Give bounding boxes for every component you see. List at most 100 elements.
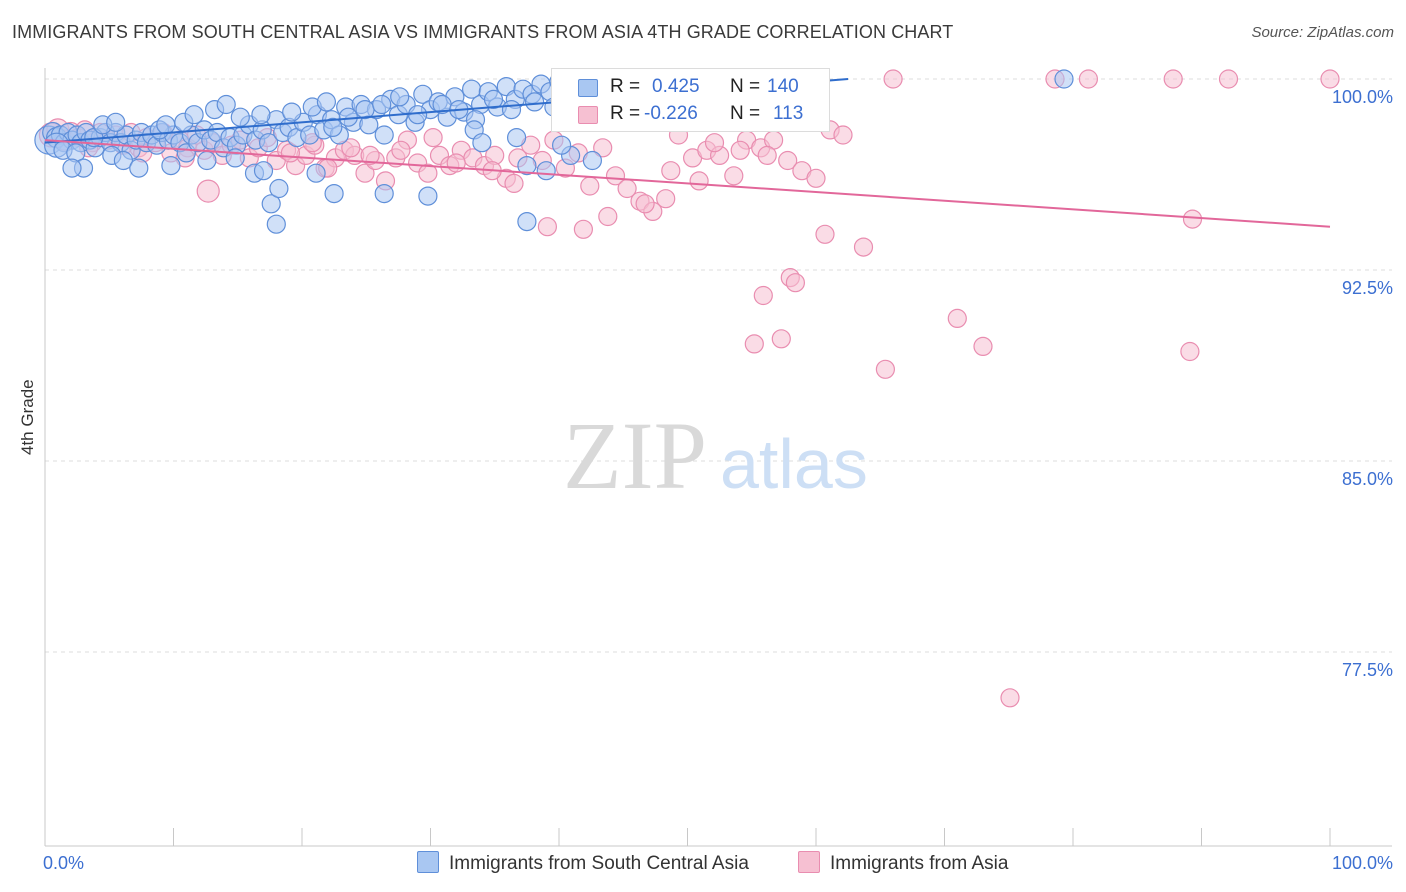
legend-item-asia: Immigrants from Asia bbox=[798, 851, 1008, 875]
pink-point bbox=[196, 179, 220, 203]
legend-r-label: R = bbox=[610, 103, 641, 124]
pink-point bbox=[635, 194, 655, 214]
pink-point bbox=[778, 150, 798, 171]
pink-point bbox=[704, 133, 725, 153]
chart-title: IMMIGRANTS FROM SOUTH CENTRAL ASIA VS IM… bbox=[12, 22, 954, 42]
blue-point bbox=[282, 102, 302, 122]
pink-point bbox=[753, 285, 773, 306]
blue-point bbox=[230, 107, 250, 127]
pink-point bbox=[785, 273, 806, 293]
legend-swatch-blue bbox=[578, 79, 598, 97]
pink-point bbox=[875, 359, 896, 379]
pink-point bbox=[573, 219, 594, 239]
watermark-atlas: atlas bbox=[720, 425, 868, 503]
blue-point bbox=[374, 184, 394, 204]
y-tick-label: 100.0% bbox=[1332, 87, 1393, 107]
pink-point bbox=[771, 329, 791, 349]
pink-point bbox=[744, 334, 764, 354]
blue-point bbox=[483, 89, 504, 110]
blue-point bbox=[582, 150, 603, 171]
blue-point bbox=[408, 105, 428, 125]
blue-point bbox=[374, 125, 394, 145]
pink-point bbox=[883, 69, 903, 89]
legend-row-series1: R = 0.425 N = 140 bbox=[552, 73, 829, 101]
pink-point bbox=[1078, 69, 1099, 89]
y-tick-label: 77.5% bbox=[1342, 660, 1393, 680]
y-tick-label: 85.0% bbox=[1342, 469, 1393, 489]
pink-point bbox=[1320, 69, 1340, 89]
legend-swatch-pink bbox=[578, 106, 598, 124]
pink-point bbox=[355, 163, 375, 183]
pink-point bbox=[423, 128, 443, 148]
blue-point bbox=[501, 99, 522, 120]
blue-point bbox=[524, 92, 545, 112]
pink-point bbox=[391, 140, 411, 160]
pink-point bbox=[757, 145, 777, 165]
legend-r-label: R = bbox=[610, 76, 641, 97]
blue-point bbox=[129, 158, 149, 178]
legend-r-value: 0.425 bbox=[652, 76, 700, 97]
blue-point bbox=[113, 150, 134, 171]
blue-point bbox=[324, 184, 344, 204]
blue-point bbox=[372, 94, 392, 115]
pink-point bbox=[418, 163, 438, 183]
blue-point bbox=[184, 105, 204, 125]
source-label: Source: ZipAtlas.com bbox=[1251, 24, 1394, 41]
pink-point bbox=[1163, 69, 1183, 89]
legend-label-south-central-asia: Immigrants from South Central Asia bbox=[449, 853, 749, 874]
legend-label-asia: Immigrants from Asia bbox=[830, 853, 1009, 874]
blue-point bbox=[216, 94, 236, 115]
legend-r-value: -0.226 bbox=[644, 103, 698, 124]
pink-point bbox=[1218, 69, 1239, 89]
pink-point bbox=[598, 206, 618, 227]
legend-item-south-central-asia: Immigrants from South Central Asia bbox=[417, 851, 749, 875]
pink-point bbox=[580, 176, 600, 196]
pink-point bbox=[815, 224, 835, 244]
blue-point bbox=[413, 84, 433, 104]
blue-point bbox=[106, 112, 126, 132]
pink-point bbox=[806, 168, 826, 188]
legend-n-label: N = bbox=[730, 76, 761, 97]
pink-point bbox=[593, 138, 613, 158]
pink-point bbox=[656, 189, 676, 209]
blue-point bbox=[62, 158, 82, 178]
blue-point bbox=[306, 163, 326, 183]
pink-point bbox=[973, 336, 993, 356]
pink-point bbox=[1000, 688, 1020, 708]
pink-point bbox=[537, 217, 558, 237]
blue-point bbox=[269, 178, 289, 199]
legend-swatch-blue bbox=[417, 851, 439, 873]
pink-point bbox=[689, 171, 709, 191]
x-tick-label: 100.0% bbox=[1332, 853, 1393, 873]
blue-point bbox=[161, 156, 181, 176]
legend-row-series2: R = -0.226 N = 113 bbox=[552, 100, 829, 128]
pink-point bbox=[605, 166, 626, 186]
blue-point bbox=[197, 150, 217, 171]
blue-point bbox=[517, 212, 537, 232]
pink-point bbox=[1182, 209, 1203, 229]
blue-point bbox=[316, 92, 336, 112]
pink-point bbox=[730, 140, 750, 160]
legend-n-value: 140 bbox=[767, 76, 799, 97]
correlation-legend: R = 0.425 N = 140 R = -0.226 N = 113 bbox=[551, 68, 830, 132]
blue-point bbox=[418, 186, 438, 206]
y-axis-label: 4th Grade bbox=[18, 379, 37, 455]
blue-point bbox=[251, 105, 271, 125]
blue-point bbox=[517, 156, 537, 176]
blue-point bbox=[1054, 69, 1074, 89]
blue-point bbox=[266, 214, 286, 234]
legend-n-value: 113 bbox=[773, 103, 804, 124]
pink-point bbox=[341, 138, 361, 158]
blue-point bbox=[390, 87, 410, 107]
blue-point bbox=[259, 133, 279, 153]
pink-point bbox=[661, 161, 681, 181]
y-tick-label: 92.5% bbox=[1342, 278, 1393, 298]
blue-point bbox=[506, 128, 527, 148]
blue-point bbox=[323, 117, 343, 138]
blue-point bbox=[253, 161, 274, 181]
blue-point bbox=[261, 194, 281, 214]
pink-point bbox=[853, 237, 874, 257]
blue-point bbox=[156, 115, 176, 135]
pink-point bbox=[446, 153, 466, 173]
